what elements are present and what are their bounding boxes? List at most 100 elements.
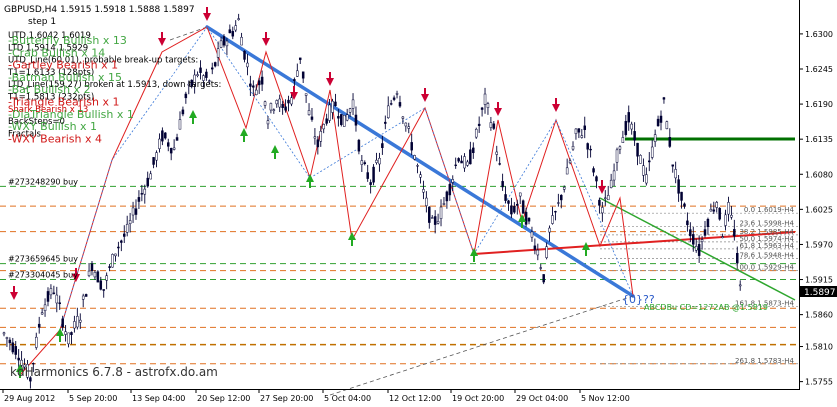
candle-body: [263, 101, 267, 106]
candle-body: [249, 83, 252, 87]
candle-body: [181, 109, 185, 115]
candle-body: [35, 336, 38, 348]
candle-body: [736, 252, 739, 264]
overlay-text-line: UTD 1.6042 1.6019: [8, 31, 91, 41]
candle-body: [398, 102, 402, 107]
candle-body: [592, 168, 595, 173]
candle-body: [586, 143, 589, 150]
candle-body: [457, 158, 460, 162]
candle-body: [516, 203, 519, 206]
candle-body: [428, 206, 431, 223]
candle-body: [172, 147, 176, 150]
price-tick-label: 1.6135: [805, 135, 833, 144]
candle-body: [196, 74, 199, 77]
fractal-up-arrow: [421, 94, 429, 102]
fractal-up-arrow: [10, 292, 18, 300]
fractal-down-arrow: [271, 145, 279, 153]
candle-body: [639, 155, 642, 164]
candle-body: [589, 148, 592, 151]
candle-body: [416, 165, 419, 167]
candle-body: [545, 246, 548, 258]
candle-body: [178, 119, 182, 130]
candle-body: [542, 274, 545, 283]
pattern-count-line: -DiaTriangle Bullish x 1: [8, 108, 134, 121]
candle-body: [653, 134, 657, 142]
fractal-down-arrow: [189, 110, 197, 118]
candle-body: [301, 71, 305, 79]
price-axis-ticks: 1.6300 1.6245 1.6190 1.6135 1.6080 1.6025 1.59…: [799, 30, 833, 387]
candle-body: [492, 123, 496, 129]
candle-body: [257, 80, 261, 86]
candle-body: [131, 207, 135, 216]
candle-body: [636, 142, 639, 157]
candle-body: [20, 359, 23, 366]
candle-body: [2, 332, 6, 335]
candle-body: [495, 151, 499, 155]
candle-body: [252, 85, 255, 88]
candle-body: [530, 231, 534, 238]
candle-body: [340, 114, 343, 125]
candle-body: [460, 160, 463, 164]
candle-body: [469, 149, 472, 165]
candle-body: [137, 197, 141, 202]
candle-body: [293, 79, 296, 82]
candle-body: [360, 160, 364, 165]
fractal-up-arrow: [290, 92, 298, 100]
price-axis-panel[interactable]: [800, 0, 837, 389]
candle-body: [275, 100, 279, 105]
candle-body: [560, 194, 563, 201]
candle-body: [345, 114, 349, 121]
candle-body: [243, 50, 246, 60]
pattern-count-line: -Butterfly Bullish x 13: [8, 34, 127, 47]
fractal-up-arrow: [494, 108, 502, 116]
price-tick-label: 1.5755: [805, 378, 833, 387]
candle-body: [61, 318, 64, 328]
candle-body: [272, 109, 276, 112]
overlay-text-line: T1=1.5813 (232pts): [7, 93, 94, 103]
fractal-up-arrow: [598, 186, 606, 194]
candle-body: [225, 40, 229, 47]
candle-body: [445, 191, 449, 202]
candle-body: [583, 125, 586, 130]
candle-body: [93, 272, 97, 278]
candle-body: [507, 200, 510, 204]
candle-body: [733, 229, 736, 237]
trend-lines: [19, 25, 796, 396]
price-tick-label: 1.5970: [805, 240, 833, 249]
upper-green-channel-line[interactable]: [599, 197, 796, 301]
candle-body: [604, 197, 607, 199]
candle-body: [190, 79, 193, 87]
candle-body: [548, 227, 551, 233]
candle-body: [384, 121, 387, 124]
candle-body: [557, 202, 560, 204]
candle-body: [161, 130, 164, 142]
candle-body: [439, 206, 443, 219]
candle-body: [164, 132, 167, 139]
lower-support-red-line[interactable]: [473, 231, 796, 255]
candle-body: [378, 158, 381, 165]
price-tick-label: 1.6025: [805, 205, 833, 214]
candle-body: [290, 97, 293, 105]
candle-body: [410, 142, 413, 151]
candle-body: [677, 179, 680, 194]
long-term-downtrend-line[interactable]: [205, 25, 635, 298]
candle-body: [372, 166, 375, 183]
candle-body: [316, 139, 320, 148]
candle-body: [90, 263, 94, 271]
pattern-count-text: -Butterfly Bullish x 13-Crab Bullish x 1…: [8, 34, 134, 145]
candle-body: [504, 194, 507, 201]
time-axis-ticks[interactable]: 29 Aug 2012 5 Sep 20:00 13 Sep 04:00 20 Sep…: [2, 389, 630, 403]
price-tick-label: 1.5860: [805, 311, 833, 320]
candle-body: [281, 103, 284, 108]
pattern-count-line: -WXY Bearish x 4: [8, 132, 102, 145]
candle-body: [665, 121, 669, 129]
watermark: kdHarmonics 6.7.8 - astrofx.do.am: [10, 365, 218, 379]
candle-body: [598, 199, 601, 206]
candle-body: [477, 123, 481, 126]
overlay-text-line: Shark Bearish x 13: [8, 105, 88, 115]
candle-body: [187, 83, 191, 86]
candle-body: [683, 203, 686, 207]
candle-body: [222, 36, 226, 46]
pattern-count-line: -WXY Bullish x 1: [8, 120, 97, 133]
